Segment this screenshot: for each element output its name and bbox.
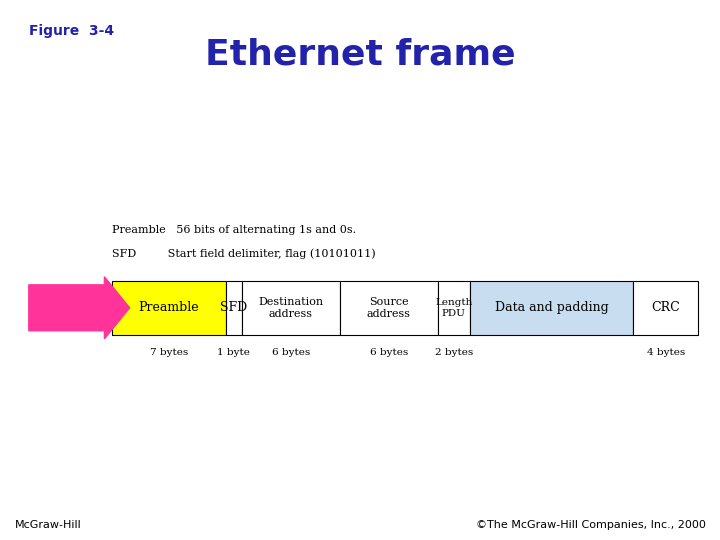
Text: Length
PDU: Length PDU <box>435 298 472 318</box>
Text: Preamble   56 bits of alternating 1s and 0s.: Preamble 56 bits of alternating 1s and 0… <box>112 225 356 235</box>
Text: SFD: SFD <box>220 301 248 314</box>
Text: CRC: CRC <box>652 301 680 314</box>
Text: McGraw-Hill: McGraw-Hill <box>14 520 81 530</box>
Text: Destination
address: Destination address <box>258 297 323 319</box>
Bar <box>225 281 242 335</box>
Bar <box>438 281 470 335</box>
Text: 6 bytes: 6 bytes <box>369 348 408 357</box>
Text: Preamble: Preamble <box>138 301 199 314</box>
Text: 6 bytes: 6 bytes <box>271 348 310 357</box>
Bar <box>340 281 438 335</box>
Text: Data and padding: Data and padding <box>495 301 608 314</box>
Bar <box>470 281 633 335</box>
Text: 2 bytes: 2 bytes <box>435 348 473 357</box>
Text: 1 byte: 1 byte <box>217 348 251 357</box>
FancyArrow shape <box>29 276 130 339</box>
Text: 4 bytes: 4 bytes <box>647 348 685 357</box>
Text: Source
address: Source address <box>366 297 410 319</box>
Bar <box>633 281 698 335</box>
Bar <box>112 281 225 335</box>
Text: SFD         Start field delimiter, flag (10101011): SFD Start field delimiter, flag (1010101… <box>112 248 375 259</box>
Text: Figure  3-4: Figure 3-4 <box>29 24 114 38</box>
Text: 7 bytes: 7 bytes <box>150 348 188 357</box>
Text: Ethernet frame: Ethernet frame <box>204 38 516 72</box>
Text: ©The McGraw-Hill Companies, Inc., 2000: ©The McGraw-Hill Companies, Inc., 2000 <box>476 520 706 530</box>
Bar <box>242 281 340 335</box>
